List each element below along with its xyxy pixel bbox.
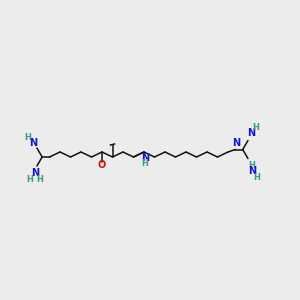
- Text: N: N: [141, 153, 149, 163]
- Text: N: N: [31, 168, 39, 178]
- Text: N: N: [248, 167, 256, 176]
- Text: H: H: [26, 175, 33, 184]
- Text: N: N: [29, 138, 37, 148]
- Text: H: H: [254, 173, 260, 182]
- Text: N: N: [247, 128, 255, 139]
- Text: H: H: [25, 133, 31, 142]
- Text: O: O: [98, 160, 106, 170]
- Text: N: N: [232, 139, 240, 148]
- Text: H: H: [142, 160, 148, 169]
- Text: H: H: [37, 175, 43, 184]
- Text: H: H: [248, 161, 255, 170]
- Text: H: H: [253, 123, 260, 132]
